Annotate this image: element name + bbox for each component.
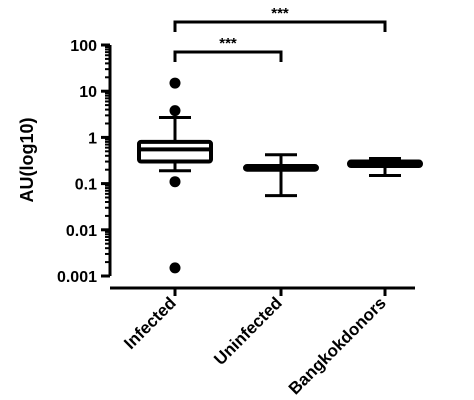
y-tick-label: 10 bbox=[79, 84, 97, 101]
y-tick-label: 0.1 bbox=[75, 177, 97, 194]
outlier-point bbox=[169, 176, 181, 188]
bracket-line bbox=[173, 50, 283, 62]
outlier-point bbox=[169, 105, 181, 117]
y-tick-label: 0.001 bbox=[57, 269, 97, 286]
x-category-label: Uninfected bbox=[210, 293, 286, 369]
significance-bracket: *** bbox=[173, 5, 387, 32]
significance-bracket: *** bbox=[173, 35, 283, 62]
box-infected bbox=[137, 77, 213, 274]
box-bangkokdonors bbox=[347, 156, 423, 177]
significance-label: *** bbox=[219, 35, 237, 52]
y-axis: 0.001 0.01 0.1 1 10 100 bbox=[57, 38, 112, 286]
significance-brackets: *** *** bbox=[173, 5, 387, 62]
box-iqr bbox=[137, 139, 213, 164]
x-category-label: Infected bbox=[120, 293, 180, 353]
x-axis: Infected Uninfected Bangkokdonors bbox=[110, 286, 415, 398]
outlier-point bbox=[169, 77, 181, 89]
x-category-label: Bangkokdonors bbox=[285, 293, 390, 398]
y-tick-label: 100 bbox=[70, 38, 97, 55]
bracket-line bbox=[173, 20, 387, 32]
outlier-point bbox=[169, 262, 181, 274]
y-tick-label: 1 bbox=[88, 130, 97, 147]
y-axis-title: AU(log10) bbox=[17, 117, 37, 202]
box-uninfected bbox=[243, 153, 319, 198]
significance-label: *** bbox=[271, 5, 289, 22]
box-series bbox=[137, 77, 423, 274]
y-tick-label: 0.01 bbox=[66, 223, 97, 240]
